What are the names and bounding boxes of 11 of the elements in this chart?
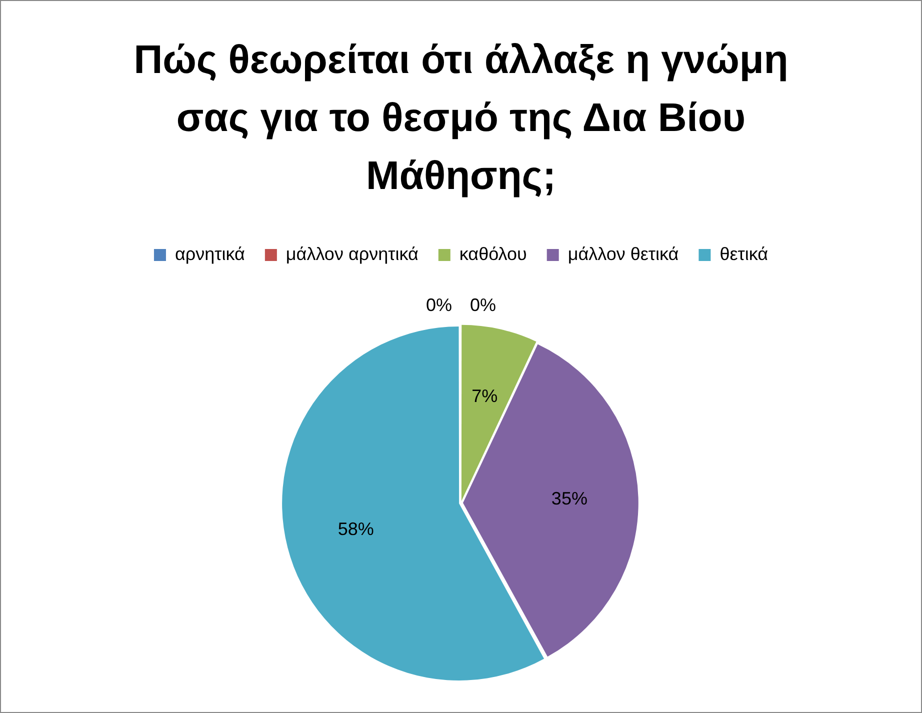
data-label: 35% [551,488,588,509]
legend-label: μάλλον αρνητικά [286,244,418,264]
legend-label: θετικά [720,244,768,264]
legend-label: αρνητικά [174,244,245,264]
text: 0% [426,294,452,315]
data-label: 7% [472,386,498,406]
legend-label: μάλλον θετικά [568,244,679,264]
text: 0% [470,294,496,315]
chart-title: Πώς θεωρείται ότι άλλαξε η γνώμη σας για το θεσμό της Δια Βίου Μάθησης; [132,37,790,200]
data-label: 58% [338,518,374,539]
legend-label: καθόλου [459,244,527,264]
